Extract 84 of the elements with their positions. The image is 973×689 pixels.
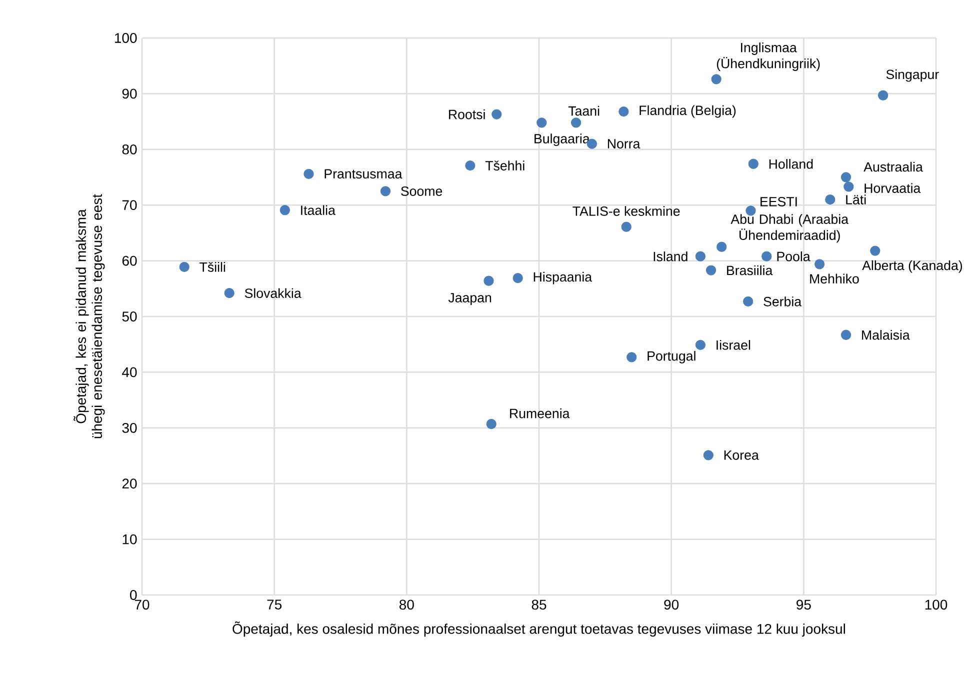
annotation: Jaapan [448,293,492,306]
point [706,265,716,276]
point [844,182,854,192]
annotation: Malaisia [862,330,910,340]
x-tick-label: 85 [532,600,546,610]
annotation: Rootsi [449,109,485,120]
y-tick-label: 70 [122,200,137,210]
y-tick-label: 10 [122,534,137,544]
y-tick-label: 0 [130,590,137,600]
point [716,242,727,252]
annotation: Iisrael [716,340,750,350]
point [380,186,391,196]
annotation: EESTI [760,196,797,206]
y-tick-label: 90 [122,88,137,99]
point [743,296,754,307]
annotation: Inglismaa (Ühendkuningriik) [716,42,820,71]
point [224,288,234,298]
annotation: Alberta (Kanada) [862,260,962,273]
point [695,251,706,262]
x-tick-label: 95 [796,600,811,610]
y-tick-label: 80 [122,144,137,154]
annotation: TALIS-e keskmine [572,206,680,216]
point [280,205,290,216]
annotation: Rumeenia [510,408,570,418]
annotation: Norra [608,139,640,148]
y-tick-label: 50 [122,312,137,322]
x-tick-label: 70 [134,600,150,610]
y-tick-label: 60 [122,256,137,266]
annotation: Singapur [886,69,939,82]
point [703,450,714,460]
point [486,418,496,430]
x-tick-label: 100 [925,600,948,610]
annotation: Itaalia [301,205,336,215]
y-tick-label: 40 [122,367,137,378]
point [512,272,523,284]
y-axis-title: Õpetajad, kes ei pidanud maksma ühegi enesetäiendamise tegevuse eest [74,194,105,438]
annotation: Tšehhi [485,160,524,170]
point [762,251,772,262]
annotation: Holland [769,158,813,169]
point [492,109,502,120]
annotation: Horvaatia [864,183,921,193]
point [304,168,314,179]
annotation: Bulgaaria [534,134,590,146]
annotation: Korea [724,450,759,460]
point [878,90,888,100]
x-axis-title: Õpetajad, kes osalesid mõnes professionaalset arengut toetavas tegevuses viimase 12 kuu jooksul [232,621,845,637]
point [626,352,637,362]
annotation: Serbia [764,296,802,306]
annotation: Mehhiko [810,274,859,284]
point [748,158,758,169]
annotation: Island [654,251,688,262]
y-tick-label: 100 [115,33,137,43]
annotation: Läti [846,194,866,204]
y-tick-label: 20 [122,478,137,489]
point [621,222,632,232]
x-tick-label: 80 [399,600,414,610]
point [618,106,629,117]
annotation: Poola [777,251,810,262]
annotation: Soome [401,186,442,196]
annotation: Slovakkia [244,288,302,298]
point [814,259,825,270]
annotation: Hispaania [534,272,592,284]
point [484,276,494,286]
point [711,74,722,84]
point [536,118,547,128]
point [465,160,476,171]
point [840,172,852,182]
point [695,340,706,350]
point [840,330,852,340]
annotation: Abu Dhabi (Araabia Ühendemiraadid) [730,214,849,243]
x-tick-label: 75 [267,600,282,610]
annotation: Prantsusmaa [324,169,402,179]
annotation: Taani [568,106,600,116]
annotation: Austraalia [864,162,923,172]
x-tick-label: 90 [664,600,679,610]
y-tick-label: 30 [122,422,137,433]
point [179,262,190,272]
point [870,246,880,256]
annotation: Tšiili [200,262,226,272]
point [570,118,582,128]
annotation: Flandria (Belgia) [640,105,736,118]
point [825,194,836,205]
annotation: Portugal [648,350,696,364]
annotation: Brasiilia [727,265,773,276]
